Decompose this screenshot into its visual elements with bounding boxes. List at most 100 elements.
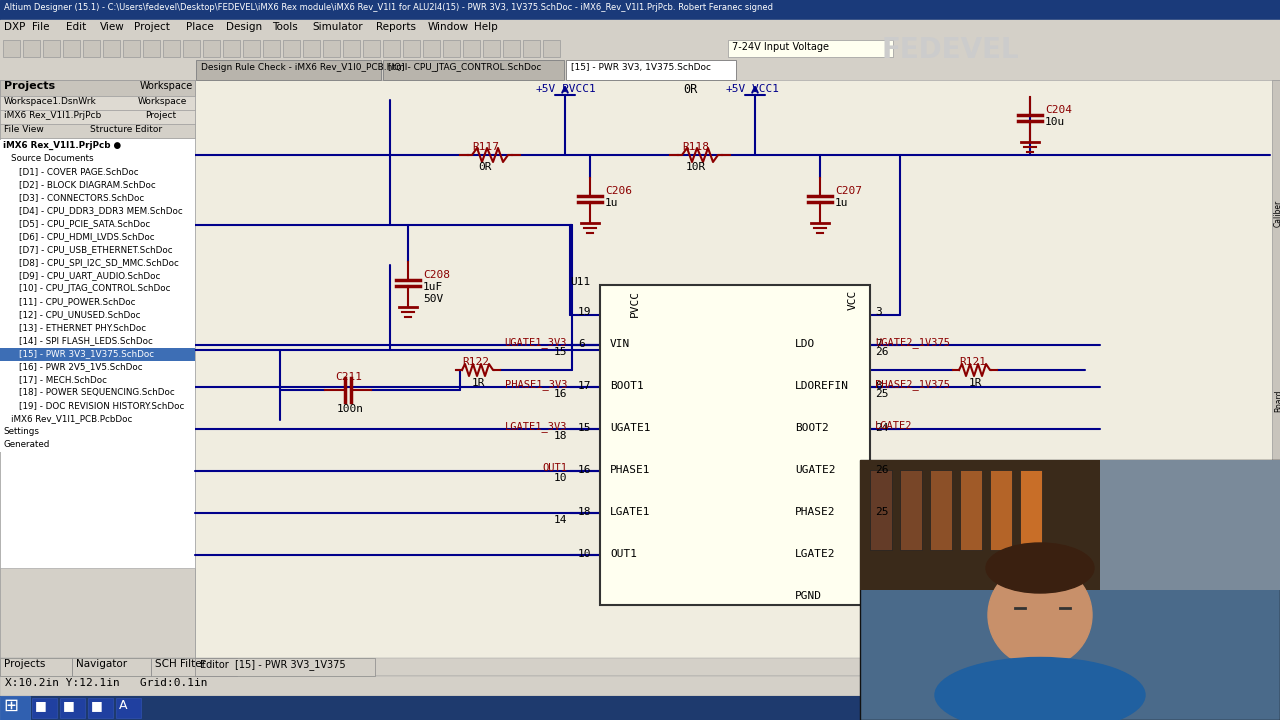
Text: Navigator: Navigator bbox=[76, 659, 127, 669]
Text: ■: ■ bbox=[91, 699, 102, 712]
Bar bbox=[1100, 460, 1280, 590]
Text: 10: 10 bbox=[579, 549, 591, 559]
Text: 26: 26 bbox=[876, 465, 888, 475]
Text: ■: ■ bbox=[35, 699, 47, 712]
Text: Editor  [15] - PWR 3V3_1V375: Editor [15] - PWR 3V3_1V375 bbox=[200, 659, 346, 670]
Bar bbox=[223, 40, 241, 57]
Text: [D6] - CPU_HDMI_LVDS.SchDoc: [D6] - CPU_HDMI_LVDS.SchDoc bbox=[19, 232, 155, 241]
Bar bbox=[0, 439, 195, 452]
Bar bbox=[524, 40, 540, 57]
Text: 100n: 100n bbox=[337, 404, 364, 414]
Text: Reports: Reports bbox=[376, 22, 416, 32]
Text: OUT1: OUT1 bbox=[611, 549, 637, 559]
Text: Source Documents: Source Documents bbox=[12, 154, 93, 163]
Bar bbox=[0, 335, 195, 348]
Bar bbox=[0, 696, 29, 720]
Bar bbox=[195, 80, 1280, 660]
Text: R122: R122 bbox=[462, 357, 489, 367]
Text: C207: C207 bbox=[835, 186, 861, 196]
Text: UGATE2_1V375: UGATE2_1V375 bbox=[876, 337, 950, 348]
Bar bbox=[3, 40, 20, 57]
Bar bbox=[1272, 80, 1280, 660]
Bar bbox=[163, 40, 180, 57]
Text: BOOT1: BOOT1 bbox=[611, 381, 644, 391]
Text: Design: Design bbox=[227, 22, 262, 32]
Text: U11: U11 bbox=[570, 277, 590, 287]
Bar bbox=[931, 470, 952, 550]
Bar bbox=[364, 40, 380, 57]
Text: SCH Filter: SCH Filter bbox=[155, 659, 206, 669]
Text: 18: 18 bbox=[553, 431, 567, 441]
Text: PVCC: PVCC bbox=[630, 290, 640, 317]
Text: [16] - PWR 2V5_1V5.SchDoc: [16] - PWR 2V5_1V5.SchDoc bbox=[19, 362, 142, 371]
Bar bbox=[543, 40, 561, 57]
Bar bbox=[870, 470, 892, 550]
Text: FEDEVEL: FEDEVEL bbox=[882, 36, 1020, 64]
Text: [D8] - CPU_SPI_I2C_SD_MMC.SchDoc: [D8] - CPU_SPI_I2C_SD_MMC.SchDoc bbox=[19, 258, 179, 267]
Bar bbox=[600, 285, 870, 605]
Text: Tools: Tools bbox=[273, 22, 298, 32]
Text: 14: 14 bbox=[553, 515, 567, 525]
Text: 25: 25 bbox=[876, 507, 888, 517]
Bar bbox=[0, 231, 195, 244]
Bar bbox=[196, 60, 381, 80]
Bar bbox=[343, 40, 360, 57]
Text: 26: 26 bbox=[876, 347, 888, 357]
Text: DXP: DXP bbox=[4, 22, 26, 32]
Text: Board: Board bbox=[1274, 390, 1280, 413]
Text: Design Rule Check - iMX6 Rev_V1I0_PCB.html: Design Rule Check - iMX6 Rev_V1I0_PCB.ht… bbox=[201, 63, 407, 72]
Bar bbox=[0, 140, 195, 153]
Text: File View: File View bbox=[4, 125, 44, 134]
Text: Altium Designer (15.1) - C:\Users\fedevel\Desktop\FEDEVEL\iMX6 Rex module\iMX6 R: Altium Designer (15.1) - C:\Users\fedeve… bbox=[4, 3, 773, 12]
Text: UGATE1_3V3: UGATE1_3V3 bbox=[504, 337, 567, 348]
Text: 10u: 10u bbox=[1044, 117, 1065, 127]
Bar bbox=[0, 0, 1280, 20]
Text: Caliber: Caliber bbox=[1274, 200, 1280, 228]
Bar bbox=[0, 696, 1280, 720]
Text: A: A bbox=[119, 699, 128, 712]
Bar bbox=[204, 40, 220, 57]
Text: 16: 16 bbox=[579, 465, 591, 475]
Text: +5V_VCC1: +5V_VCC1 bbox=[726, 83, 780, 94]
Bar bbox=[0, 413, 195, 426]
Text: [18] - POWER SEQUENCING.SchDoc: [18] - POWER SEQUENCING.SchDoc bbox=[19, 388, 175, 397]
Bar bbox=[0, 80, 195, 680]
Bar bbox=[0, 138, 195, 568]
Text: Projects: Projects bbox=[4, 659, 45, 669]
Text: ■: ■ bbox=[63, 699, 74, 712]
Bar bbox=[0, 426, 195, 439]
Bar bbox=[88, 698, 113, 718]
Text: X:10.2in Y:12.1in   Grid:0.1in: X:10.2in Y:12.1in Grid:0.1in bbox=[5, 678, 207, 688]
Text: R117: R117 bbox=[472, 142, 499, 152]
Bar bbox=[116, 698, 141, 718]
Text: Structure Editor: Structure Editor bbox=[90, 125, 163, 134]
Bar bbox=[0, 96, 195, 110]
Bar bbox=[0, 257, 195, 270]
Text: 10R: 10R bbox=[686, 162, 707, 172]
Bar bbox=[0, 270, 195, 283]
Text: [D1] - COVER PAGE.SchDoc: [D1] - COVER PAGE.SchDoc bbox=[19, 167, 138, 176]
Text: C211: C211 bbox=[335, 372, 362, 382]
Circle shape bbox=[988, 563, 1092, 667]
Text: 19: 19 bbox=[579, 307, 591, 317]
Bar bbox=[72, 658, 151, 676]
Bar bbox=[989, 470, 1012, 550]
Text: PHASE1_3V3: PHASE1_3V3 bbox=[504, 379, 567, 390]
Text: [13] - ETHERNET PHY.SchDoc: [13] - ETHERNET PHY.SchDoc bbox=[19, 323, 146, 332]
Text: C208: C208 bbox=[422, 270, 451, 280]
Bar bbox=[0, 166, 195, 179]
Bar bbox=[0, 153, 195, 166]
Text: [10] - CPU_JTAG_CONTROL.SchDoc: [10] - CPU_JTAG_CONTROL.SchDoc bbox=[19, 284, 170, 293]
Bar bbox=[0, 296, 195, 309]
Text: [D7] - CPU_USB_ETHERNET.SchDoc: [D7] - CPU_USB_ETHERNET.SchDoc bbox=[19, 245, 173, 254]
Text: [D2] - BLOCK DIAGRAM.SchDoc: [D2] - BLOCK DIAGRAM.SchDoc bbox=[19, 180, 156, 189]
Bar bbox=[195, 658, 375, 676]
Text: LDO: LDO bbox=[795, 339, 815, 349]
Text: iMX6 Rex_V1I1.PrjPcb ●: iMX6 Rex_V1I1.PrjPcb ● bbox=[3, 141, 122, 150]
Text: 16: 16 bbox=[553, 389, 567, 399]
Text: 7: 7 bbox=[876, 339, 882, 349]
Text: [17] - MECH.SchDoc: [17] - MECH.SchDoc bbox=[19, 375, 108, 384]
Text: Place: Place bbox=[186, 22, 214, 32]
Bar bbox=[860, 460, 1280, 590]
Bar bbox=[44, 40, 60, 57]
